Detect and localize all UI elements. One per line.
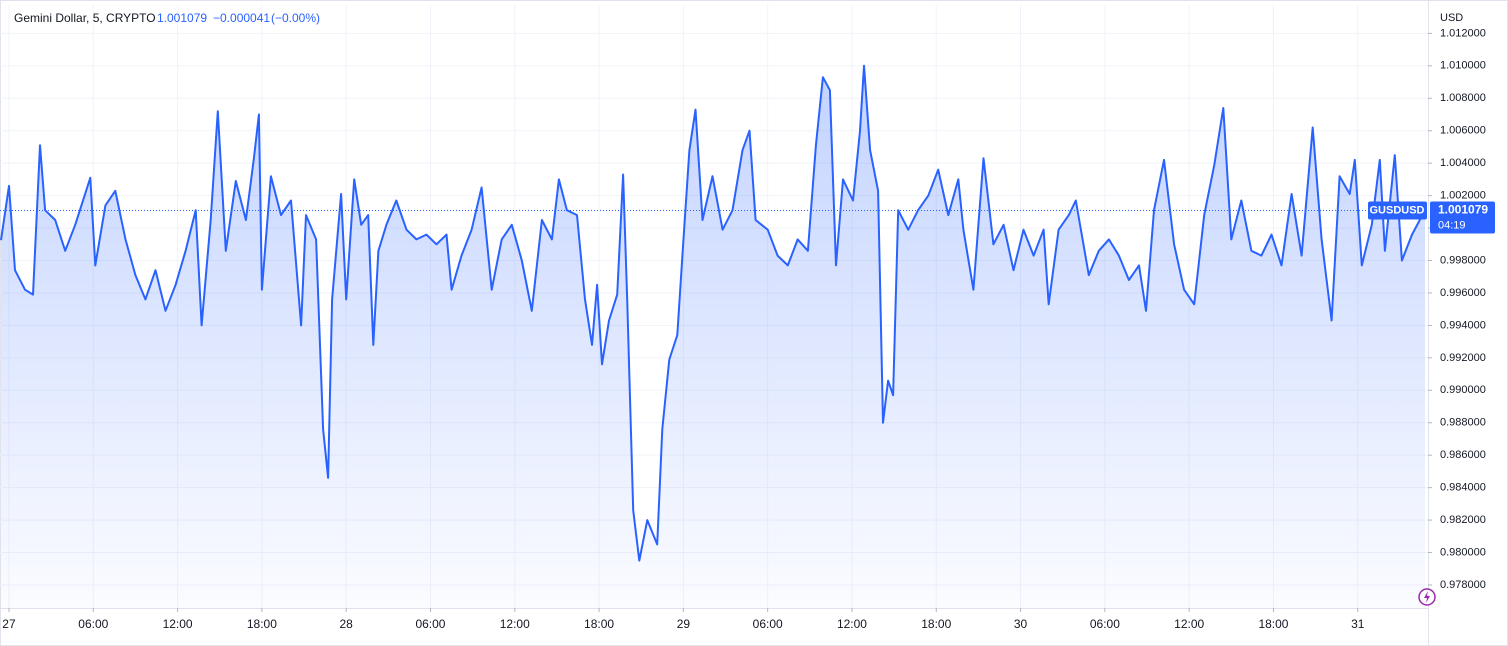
x-tick-label: 12:00	[500, 617, 530, 631]
x-tick-label: 18:00	[247, 617, 277, 631]
y-tick-label: 0.984000	[1440, 482, 1486, 494]
x-tick-label: 06:00	[415, 617, 445, 631]
x-tick-label: 06:00	[1090, 617, 1120, 631]
y-tick-label: 0.988000	[1440, 417, 1486, 429]
y-tick-label: 0.980000	[1440, 546, 1486, 558]
y-tick-label: 0.998000	[1440, 254, 1486, 266]
x-tick-label: 12:00	[1174, 617, 1204, 631]
price-change-percent: (−0.00%)	[271, 11, 320, 25]
countdown-label: 04:19	[1438, 219, 1466, 231]
plot	[0, 64, 1428, 609]
x-tick-label: 18:00	[584, 617, 614, 631]
lightning-icon[interactable]	[1418, 588, 1436, 606]
price-change: −0.000041	[213, 11, 270, 25]
x-tick-label: 29	[677, 617, 691, 631]
y-tick-label: 1.006000	[1440, 125, 1486, 137]
price-line	[0, 64, 1426, 562]
x-tick-label: 31	[1351, 617, 1365, 631]
y-axis-label: USD	[1440, 12, 1463, 24]
x-tick-label: 28	[340, 617, 354, 631]
y-tick-label: 1.002000	[1440, 190, 1486, 202]
y-tick-label: 1.010000	[1440, 60, 1486, 72]
chart-title: Gemini Dollar, 5, CRYPTO	[14, 11, 156, 25]
x-tick-label: 18:00	[1258, 617, 1288, 631]
y-tick-label: 0.994000	[1440, 319, 1486, 331]
x-tick-label: 06:00	[753, 617, 783, 631]
axes: 0.978000 0.980000 0.982000 0.984000 0.986000…	[2, 27, 1495, 631]
x-tick-label: 30	[1014, 617, 1028, 631]
price-tag-label: 1.001079	[1438, 203, 1488, 217]
last-price: 1.001079	[157, 11, 207, 25]
x-tick-label: 12:00	[837, 617, 867, 631]
y-tick-label: 0.982000	[1440, 514, 1486, 526]
y-tick-label: 0.992000	[1440, 352, 1486, 364]
x-tick-label: 06:00	[78, 617, 108, 631]
x-tick-label: 27	[2, 617, 16, 631]
y-tick-label: 0.978000	[1440, 579, 1486, 591]
y-tick-label: 0.986000	[1440, 449, 1486, 461]
icon-bolt	[1424, 591, 1430, 603]
y-tick-label: 1.012000	[1440, 27, 1486, 39]
x-tick-label: 18:00	[921, 617, 951, 631]
y-tick-label: 1.004000	[1440, 157, 1486, 169]
symbol-tag	[1368, 201, 1427, 220]
y-tick-label: 0.990000	[1440, 384, 1486, 396]
x-tick-label: 12:00	[163, 617, 193, 631]
y-tick-label: 1.008000	[1440, 92, 1486, 104]
y-tick-label: 0.996000	[1440, 287, 1486, 299]
price-tag	[1430, 201, 1495, 234]
symbol-label: GUSDUSD	[1369, 204, 1424, 216]
